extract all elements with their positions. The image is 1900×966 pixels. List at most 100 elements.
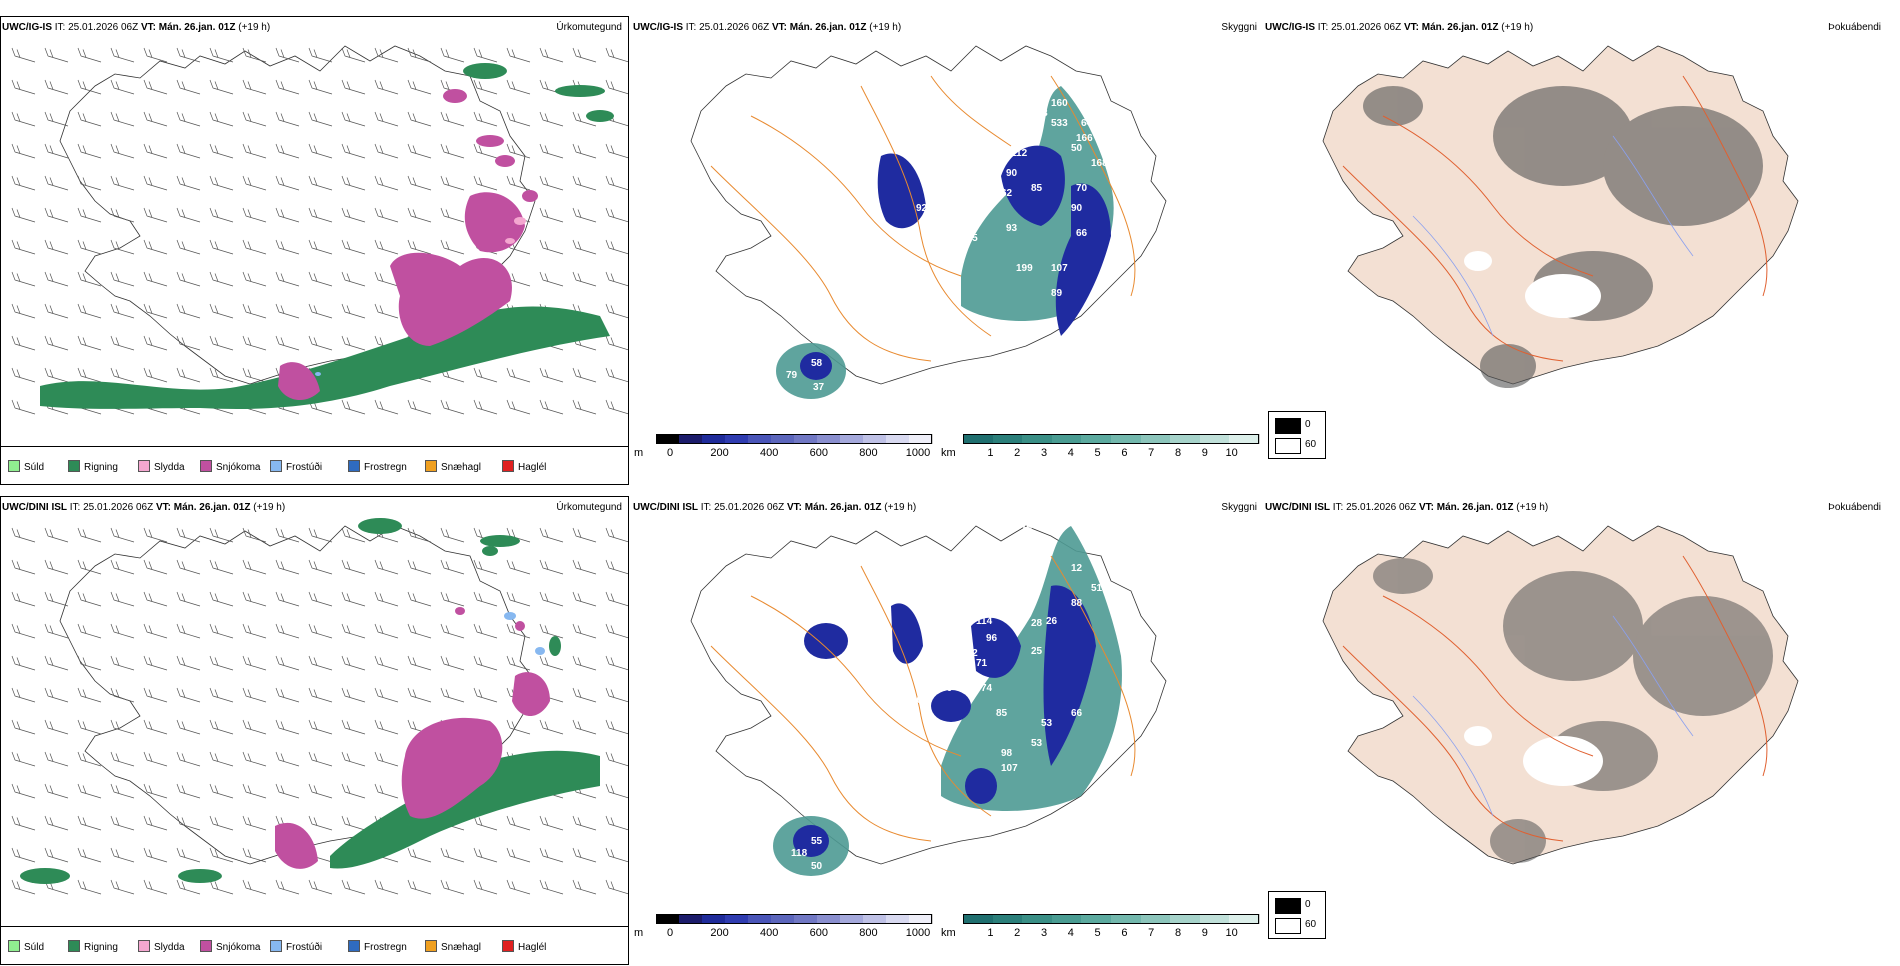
wind-barb [242,591,267,607]
wind-barb [110,175,135,191]
legend-swatch [270,940,282,952]
wind-barb [209,79,234,95]
legend-item: Rigning [68,460,118,473]
wind-barb [77,239,102,255]
wind-barb [110,47,135,63]
wind-barb [572,623,597,639]
wind-barb [308,303,333,319]
wind-barb [572,111,597,127]
wind-barb [242,143,267,159]
legend-item: Snjókoma [200,460,260,473]
wind-barb [275,655,300,671]
legend-item: Súld [8,460,44,473]
legend-label: Haglél [518,462,547,473]
wind-barb [341,79,366,95]
wind-barb [11,207,36,223]
wind-barb [176,655,201,671]
wind-barb [242,303,267,319]
wind-barb [506,591,531,607]
wind-barb [275,719,300,735]
legend-swatch [200,460,212,472]
wind-barb [11,687,36,703]
ceiling-colorbar: m 0 200 400 600 800 1000 [634,914,934,939]
legend-label: Rigning [84,942,118,953]
wind-barb [11,335,36,351]
wind-barb [11,47,36,63]
visibility-value-label: 83 [961,616,973,627]
wind-barb [473,879,498,895]
visibility-value-label: 18 [811,400,823,411]
legend-label: Snæhagl [441,942,482,953]
wind-barb [275,591,300,607]
visibility-value-label: 58 [811,358,823,369]
colorbar-tick-label: 4 [1067,927,1074,939]
wind-barb [539,623,564,639]
wind-barb [143,527,168,543]
wind-barb [539,271,564,287]
wind-barb [374,623,399,639]
wind-barb [242,47,267,63]
wind-barb [473,655,498,671]
visibility-value-label: 89 [976,203,988,214]
legend-label: Frostregn [364,942,407,953]
wind-barb [308,335,333,351]
fog-legend-swatch [1275,418,1301,434]
legend-label: Snjókoma [216,942,261,953]
wind-barb [44,719,69,735]
fog-shading [1363,86,1763,388]
wind-barb [605,175,628,191]
wind-barb [506,47,531,63]
wind-barb [242,847,267,863]
wind-barb [539,847,564,863]
legend-swatch [502,940,514,952]
wind-barb [605,271,628,287]
precip-legend: Súld Rigning Slydda Snjókoma Frostúði Frostre… [0,926,628,964]
legend-swatch [270,460,282,472]
wind-barb [110,527,135,543]
wind-barb [275,559,300,575]
wind-barb [539,367,564,383]
panel-type-label: Skyggni [1221,22,1257,33]
wind-barb [11,271,36,287]
wind-barb [143,207,168,223]
wind-barb [341,399,366,415]
wind-barb [506,719,531,735]
visibility-value-label: 118 [791,848,808,859]
wind-barb [143,783,168,799]
wind-barb [77,335,102,351]
legend-swatch [68,940,80,952]
visibility-value-label: 86 [941,683,953,694]
wind-barb [11,143,36,159]
wind-barb [407,47,432,63]
wind-barb [374,751,399,767]
wind-barb [440,239,465,255]
legend-swatch [138,460,150,472]
wind-barb [473,687,498,703]
wind-barb [440,399,465,415]
wind-barb [506,847,531,863]
panel-type-label: Þokuábendi [1828,502,1881,513]
wind-barb [242,559,267,575]
panel-title: UWC/IG-IS IT: 25.01.2026 06Z VT: Mán. 26… [2,22,271,33]
visibility-value-label: 84 [931,595,943,606]
legend-item: Slydda [138,460,185,473]
visibility-value-label: 85 [996,708,1008,719]
colorbar-tick-label: 1000 [905,927,931,939]
wind-barb [209,47,234,63]
wind-barb [275,47,300,63]
wind-barb [275,239,300,255]
wind-barb [572,847,597,863]
colorbar-border [963,434,1259,444]
visibility-value-label: 16 [1031,578,1043,589]
visibility-value-label: 114 [976,616,993,627]
wind-barb [44,111,69,127]
wind-barb [506,175,531,191]
wind-barb [176,79,201,95]
wind-barb [44,47,69,63]
visibility-value-label: 28 [1031,618,1043,629]
colorbar-tick-label: 9 [1201,927,1208,939]
wind-barb [440,111,465,127]
visibility-value-label: 533 [1051,118,1068,129]
wind-barb [440,591,465,607]
colorbar-tick-label: 200 [710,927,729,939]
